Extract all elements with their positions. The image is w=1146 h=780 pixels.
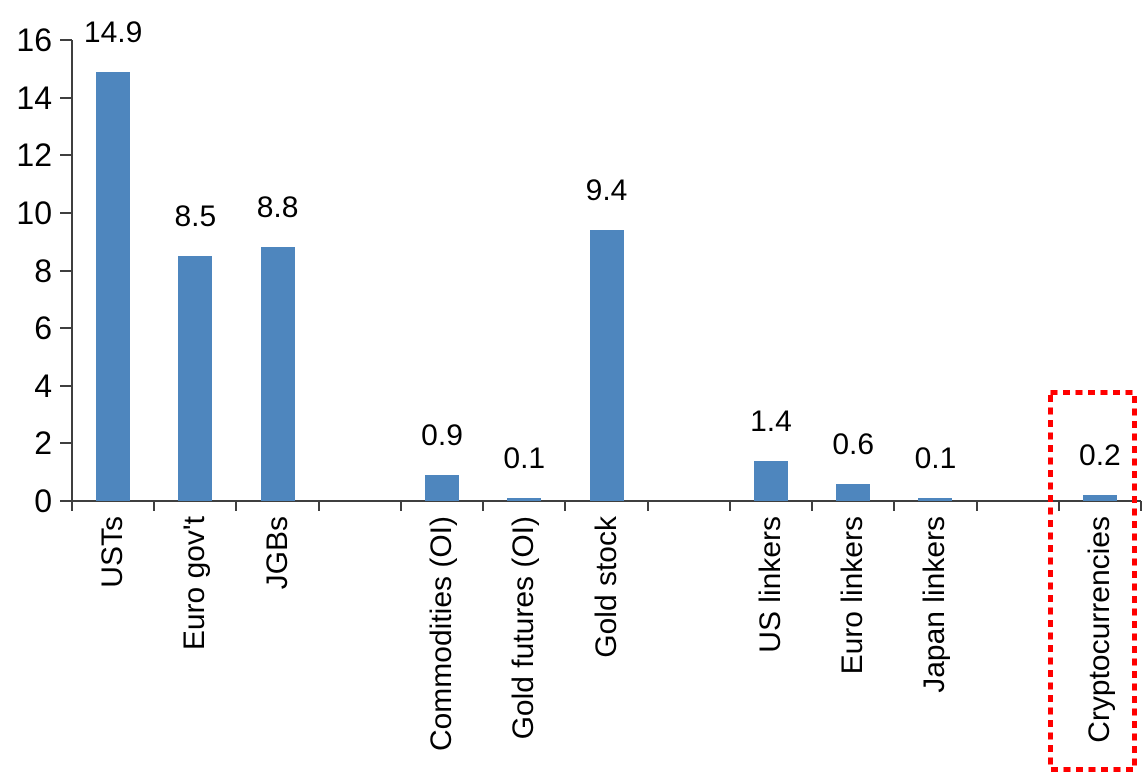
category-label: Gold futures (OI) [507,516,541,740]
bar-value-label: 9.4 [585,174,628,208]
x-tick-mark [564,501,567,511]
category-label: Euro gov't [178,516,212,651]
x-tick-mark [728,501,731,511]
bar [96,71,131,501]
y-tick-label: 14 [16,79,52,116]
x-tick-mark [235,501,238,511]
category-label: Japan linkers [918,516,952,693]
x-tick-mark [646,501,649,511]
bar [918,498,953,501]
x-axis [71,500,1141,502]
y-axis [71,40,73,511]
bar [836,483,871,501]
y-tick-mark [60,500,72,502]
bar [260,247,295,501]
bar [178,256,213,501]
y-tick-label: 4 [34,367,52,404]
bar-value-label: 14.9 [83,15,143,49]
category-label: JGBs [260,516,294,590]
bar-value-label: 0.1 [503,442,546,476]
bar-value-label: 8.8 [256,191,299,225]
bar-value-label: 0.6 [832,427,875,461]
bar [507,498,542,501]
y-tick-mark [60,39,72,41]
bar [753,460,788,501]
category-label: US linkers [753,516,787,653]
y-tick-mark [60,442,72,445]
y-tick-label: 8 [34,252,52,289]
category-label: Commodities (OI) [425,516,459,752]
highlight-rect [1048,390,1137,772]
x-tick-mark [482,501,485,511]
y-tick-mark [60,269,72,272]
x-tick-mark [317,501,320,511]
highlight-box [1048,390,1137,772]
y-tick-mark [60,384,72,387]
y-tick-label: 2 [34,425,52,462]
bar [425,475,460,501]
y-tick-label: 10 [16,194,52,231]
y-tick-mark [60,96,72,99]
x-tick-mark [975,501,978,511]
bar-value-label: 0.2 [1079,439,1121,473]
y-tick-mark [60,327,72,330]
bar-value-label: 1.4 [750,404,792,438]
bar-value-label: 0.9 [421,419,463,453]
x-tick-mark [1057,501,1060,511]
bar [1082,495,1117,501]
x-tick-mark [811,501,814,511]
y-tick-label: 6 [34,310,52,347]
x-tick-mark [893,501,896,511]
category-label: Gold stock [589,516,623,658]
x-tick-mark [153,501,156,511]
y-tick-mark [60,211,72,214]
y-tick-mark [60,154,72,157]
y-tick-label: 0 [34,483,52,519]
category-label: Euro linkers [836,516,870,675]
y-tick-label: 16 [16,22,52,58]
bar-value-label: 8.5 [174,200,217,234]
x-tick-mark [1140,501,1142,511]
bar [589,230,624,501]
category-label: USTs [96,516,130,588]
y-tick-label: 12 [16,137,52,174]
bar-value-label: 0.1 [914,442,957,476]
x-tick-mark [71,501,73,511]
x-tick-mark [399,501,402,511]
